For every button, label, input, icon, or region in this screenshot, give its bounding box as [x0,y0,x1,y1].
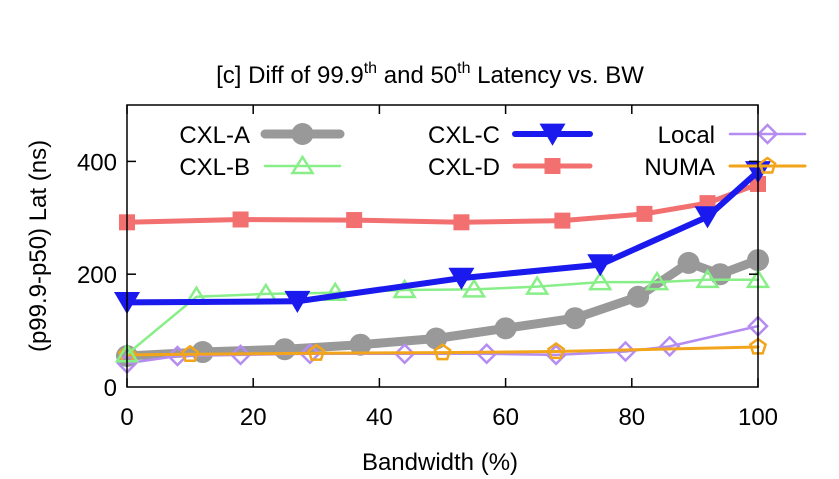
legend-swatch-marker [756,123,779,145]
series-line-cxl-b [125,278,760,356]
data-point-cxl-c [694,206,721,229]
legend-item-local: Local [658,122,807,149]
data-point-cxl-a [677,251,700,274]
data-point-cxl-d [232,211,249,228]
data-point-cxl-d [453,214,470,231]
legend-swatch-marker [544,158,561,174]
data-point-cxl-b [524,275,550,295]
legend-swatch-marker [291,123,314,145]
legend-item-cxl-c: CXL-C [428,122,593,149]
legend-swatch-marker [539,123,566,146]
data-point-cxl-a [273,338,296,361]
data-point-cxl-a [494,317,517,340]
data-point-local [393,342,416,365]
chart-title: [c] Diff of 99.9th and 50th Latency vs. … [216,60,644,89]
series-cxl-d [119,175,766,231]
data-point-cxl-b [322,281,348,302]
data-point-cxl-b [695,268,720,289]
data-point-cxl-a [709,263,732,286]
data-point-cxl-b [587,270,613,291]
data-point-local [299,342,321,365]
series-cxl-b [114,268,771,363]
series-line-numa [125,345,760,357]
data-point-numa [547,341,566,360]
x-tick-label: 40 [366,404,393,431]
series-layer [114,161,771,375]
data-point-cxl-a [627,285,650,308]
data-point-cxl-c [587,254,614,277]
x-axis-label: Bandwidth (%) [362,449,518,476]
y-tick-label: 0 [104,375,117,402]
x-tick-label: 80 [618,404,645,431]
legend-item-cxl-a: CXL-A [179,122,345,149]
legend-swatch-marker [758,156,777,174]
legend-item-cxl-b: CXL-B [179,154,342,181]
x-tick-label: 60 [492,404,519,431]
legend-swatch-marker [290,154,315,175]
data-point-cxl-d [346,212,363,229]
data-point-cxl-b [644,270,670,291]
data-point-cxl-a [191,341,214,364]
data-point-cxl-c [448,267,475,290]
legend-label: CXL-D [428,154,500,181]
legend-label: CXL-C [428,122,500,149]
y-axis-label: (p99.9-p50) Lat (ns) [25,140,52,352]
series-line-cxl-d [124,181,761,225]
data-point-cxl-d [554,212,571,229]
data-point-cxl-a [349,333,372,356]
legend: CXL-A CXL-C Local CXL-B CXL-D NUMA [179,122,807,181]
data-point-local [229,344,252,366]
data-point-cxl-d [636,205,653,222]
x-tick-label: 100 [738,404,778,431]
axes: 0 200 400 0 20 40 60 80 100 [77,105,778,431]
data-point-cxl-c [284,290,311,313]
x-tick-label: 0 [120,404,133,431]
legend-label: CXL-A [179,122,250,149]
data-point-numa [433,343,452,361]
legend-item-cxl-d: CXL-D [428,154,593,181]
data-point-numa [307,343,326,361]
plot-frame [126,104,759,388]
data-point-numa [181,344,200,363]
legend-label: NUMA [644,154,715,181]
x-tick-label: 20 [240,404,267,431]
data-point-cxl-a [564,307,587,330]
data-point-cxl-b [461,278,487,298]
legend-label: Local [658,122,715,149]
data-point-local [658,335,681,358]
y-tick-label: 200 [77,262,117,289]
series-cxl-c [114,161,771,315]
y-tick-label: 400 [77,149,117,176]
series-numa [117,337,768,363]
legend-item-numa: NUMA [644,154,807,181]
legend-label: CXL-B [179,154,250,181]
